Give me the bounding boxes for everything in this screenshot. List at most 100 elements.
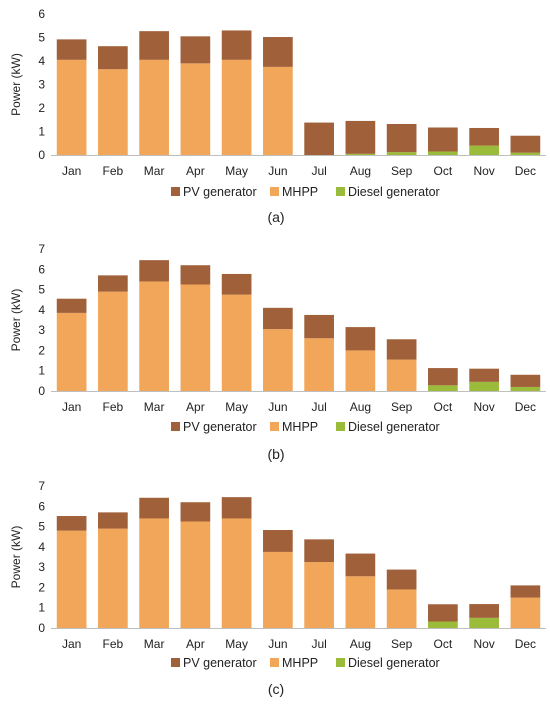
legend-label: Diesel generator: [348, 185, 440, 199]
bar-pv-generator: [139, 31, 169, 60]
legend-swatch: [171, 422, 180, 431]
bar-mhpp: [56, 530, 87, 628]
y-tick-label: 0: [38, 384, 45, 398]
bar-pv-generator: [98, 46, 128, 70]
x-tick-label: Nov: [473, 164, 494, 178]
x-tick-label: Feb: [103, 637, 124, 651]
x-tick-label: Jun: [268, 400, 287, 414]
x-tick-label: Dec: [515, 164, 536, 178]
x-tick-label: Sep: [391, 637, 413, 651]
bar-pv-generator: [139, 497, 169, 519]
x-tick-label: Oct: [434, 164, 453, 178]
y-tick-label: 3: [38, 78, 45, 92]
bar-diesel-generator: [510, 386, 541, 391]
x-tick-label: Dec: [515, 400, 536, 414]
x-tick-label: Jul: [311, 637, 326, 651]
bar-pv-generator: [386, 339, 417, 360]
x-tick-label: Dec: [515, 637, 536, 651]
bar-mhpp: [386, 589, 417, 628]
legend-label: Diesel generator: [348, 656, 440, 670]
x-tick-label: Jul: [311, 400, 326, 414]
panel-label: (c): [268, 681, 284, 697]
bar-pv-generator: [469, 127, 499, 146]
bar-mhpp: [221, 518, 252, 628]
x-tick-label: Aug: [350, 164, 371, 178]
x-tick-label: Sep: [391, 400, 413, 414]
y-tick-label: 1: [38, 364, 45, 378]
y-tick-label: 4: [38, 54, 45, 68]
x-tick-label: Nov: [473, 637, 494, 651]
x-tick-label: Mar: [144, 400, 165, 414]
bar-mhpp: [139, 281, 169, 391]
bar-mhpp: [56, 312, 87, 391]
bar-mhpp: [56, 59, 87, 156]
x-tick-label: May: [225, 400, 248, 414]
bar-pv-generator: [221, 273, 252, 295]
bar-diesel-generator: [386, 152, 417, 155]
bar-pv-generator: [304, 314, 334, 339]
y-tick-label: 1: [38, 601, 45, 615]
bar-mhpp: [98, 69, 128, 155]
legend-label: PV generator: [183, 656, 257, 670]
legend-swatch: [171, 658, 180, 667]
x-tick-label: Apr: [186, 637, 205, 651]
legend-label: PV generator: [183, 185, 257, 199]
bar-pv-generator: [263, 530, 293, 552]
x-tick-label: Jan: [62, 637, 81, 651]
bar-pv-generator: [345, 553, 376, 577]
y-tick-label: 5: [38, 283, 45, 297]
x-tick-label: Jun: [268, 637, 287, 651]
bar-pv-generator: [263, 37, 293, 67]
bar-pv-generator: [98, 512, 128, 529]
bar-mhpp: [180, 284, 211, 391]
x-tick-label: Apr: [186, 164, 205, 178]
x-tick-label: Mar: [144, 637, 165, 651]
bar-mhpp: [263, 329, 293, 391]
chart-panel-2: 0 1 2 3 4 5 6 7 Power (kW) Jan Feb Mar Apr May Jun Jul A…: [9, 242, 546, 462]
bar-pv-generator: [469, 368, 499, 382]
y-tick-label: 2: [38, 580, 45, 594]
y-tick-label: 6: [38, 499, 45, 513]
x-tick-label: Sep: [391, 164, 413, 178]
bar-pv-generator: [510, 374, 541, 387]
legend: PV generator MHPP Diesel generator: [171, 656, 440, 670]
x-tick-label: May: [225, 637, 248, 651]
bar-mhpp: [510, 597, 541, 628]
bar-diesel-generator: [345, 153, 376, 155]
y-tick-label: 2: [38, 343, 45, 357]
bar-pv-generator: [304, 122, 334, 155]
bar-mhpp: [98, 291, 128, 391]
y-tick-label: 7: [38, 242, 45, 256]
x-tick-label: Aug: [350, 637, 371, 651]
bar-mhpp: [263, 66, 293, 155]
legend-label: MHPP: [282, 185, 318, 199]
y-tick-label: 3: [38, 323, 45, 337]
legend-swatch: [171, 187, 180, 196]
chart-panel-1: 0 1 2 3 4 5 6 Power (kW) Jan Feb Mar Apr May Jun Jul Au…: [9, 7, 546, 225]
bar-pv-generator: [56, 39, 87, 60]
legend-label: PV generator: [183, 420, 257, 434]
y-tick-label: 0: [38, 148, 45, 162]
bar-diesel-generator: [428, 385, 458, 391]
bar-diesel-generator: [469, 145, 499, 155]
bar-pv-generator: [428, 368, 458, 386]
bar-mhpp: [180, 63, 211, 155]
y-tick-label: 6: [38, 262, 45, 276]
legend-swatch: [270, 187, 279, 196]
y-axis-label: Power (kW): [9, 289, 23, 352]
x-tick-label: Aug: [350, 400, 371, 414]
bar-pv-generator: [221, 30, 252, 60]
bar-diesel-generator: [469, 617, 499, 628]
y-tick-label: 3: [38, 560, 45, 574]
bar-diesel-generator: [469, 381, 499, 391]
bar-diesel-generator: [428, 621, 458, 628]
bar-mhpp: [304, 562, 334, 628]
bar-pv-generator: [428, 127, 458, 152]
bar-diesel-generator: [428, 151, 458, 155]
x-tick-label: Jan: [62, 164, 81, 178]
panel-label: (a): [267, 209, 284, 225]
bar-pv-generator: [56, 298, 87, 313]
bar-pv-generator: [139, 260, 169, 282]
bar-pv-generator: [510, 135, 541, 153]
y-tick-label: 1: [38, 125, 45, 139]
